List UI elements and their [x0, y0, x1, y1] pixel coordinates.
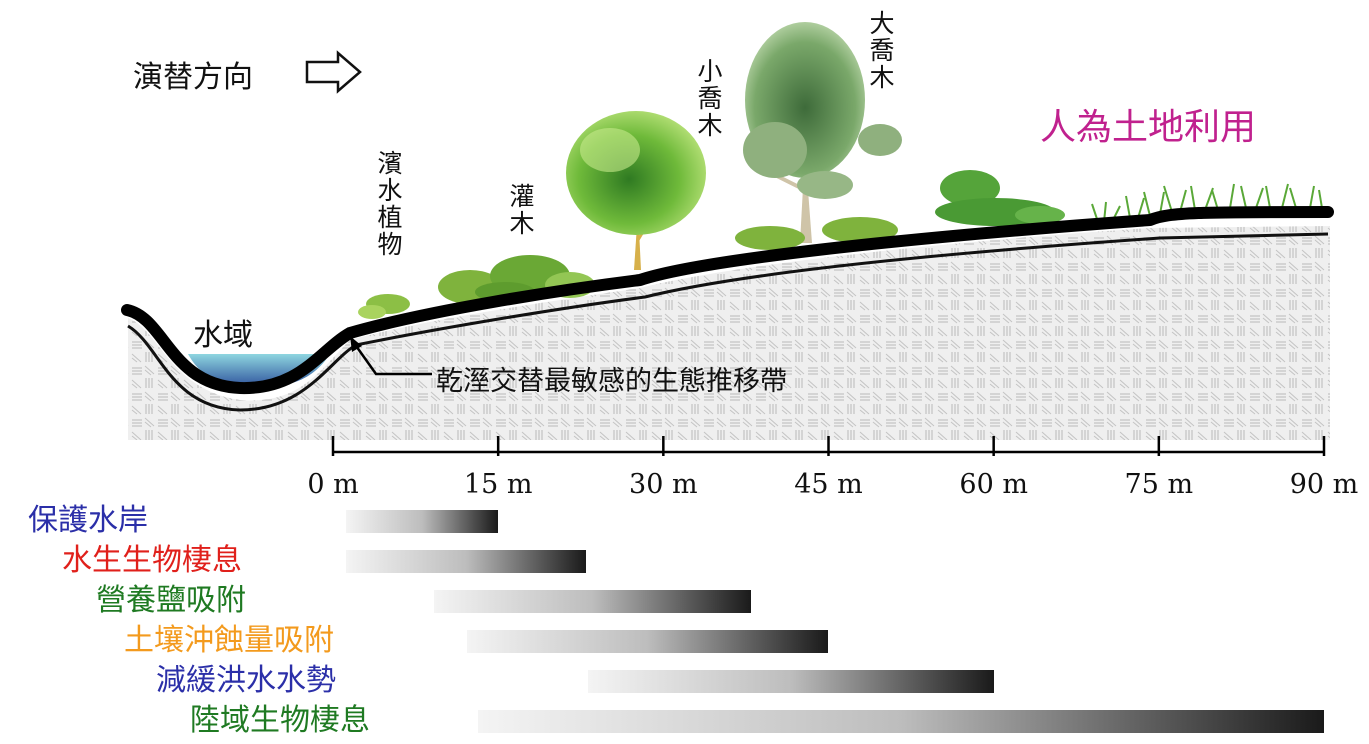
- function-label: 水生生物棲息: [62, 543, 242, 578]
- direction-arrow-icon: [305, 50, 362, 94]
- function-range-bar: [346, 550, 587, 573]
- small-tree: [566, 111, 706, 270]
- grass: [1091, 183, 1323, 223]
- axis-tick-marks: [331, 436, 1326, 456]
- function-range-bar: [467, 630, 829, 653]
- function-label: 土壤沖蝕量吸附: [124, 623, 334, 658]
- soil-layer: [128, 226, 1330, 440]
- ecotone-pointer-line: [352, 342, 432, 376]
- ground-surface-line: [121, 206, 1334, 395]
- large-tree: [735, 22, 902, 250]
- succession-direction-label: 演替方向: [133, 60, 253, 95]
- distance-tick-label: 90 m: [1289, 469, 1359, 500]
- large-tree-label: 大喬木: [866, 10, 895, 91]
- function-range-bar: [588, 670, 994, 693]
- subsoil-line: [127, 232, 1329, 412]
- distance-tick-label: 60 m: [959, 469, 1028, 500]
- human-land-use-label: 人為土地利用: [1040, 107, 1257, 148]
- distance-tick-label: 30 m: [629, 469, 698, 500]
- function-range-bar: [346, 510, 499, 533]
- distance-tick-label: 45 m: [794, 469, 863, 500]
- bushes: [935, 170, 1065, 226]
- function-label: 陸域生物棲息: [190, 703, 370, 738]
- riparian-vegetation: [358, 294, 410, 319]
- function-range-bar: [478, 710, 1324, 733]
- distance-tick-label: 15 m: [463, 469, 533, 500]
- small-tree-label: 小喬木: [694, 58, 723, 139]
- function-label: 營養鹽吸附: [96, 583, 246, 618]
- riparian-plants-label: 濱水植物: [374, 150, 403, 258]
- function-label: 減緩洪水水勢: [156, 663, 336, 698]
- ecotone-arrowhead-icon: [350, 336, 362, 352]
- water-area-label: 水域: [193, 318, 253, 353]
- ecotone-label: 乾溼交替最敏感的生態推移帶: [436, 366, 787, 397]
- distance-tick-label: 0 m: [307, 469, 359, 500]
- shrub-label: 灌木: [506, 183, 535, 237]
- distance-tick-label: 75 m: [1124, 469, 1194, 500]
- function-label: 保護水岸: [28, 503, 148, 538]
- function-range-bar: [434, 590, 752, 613]
